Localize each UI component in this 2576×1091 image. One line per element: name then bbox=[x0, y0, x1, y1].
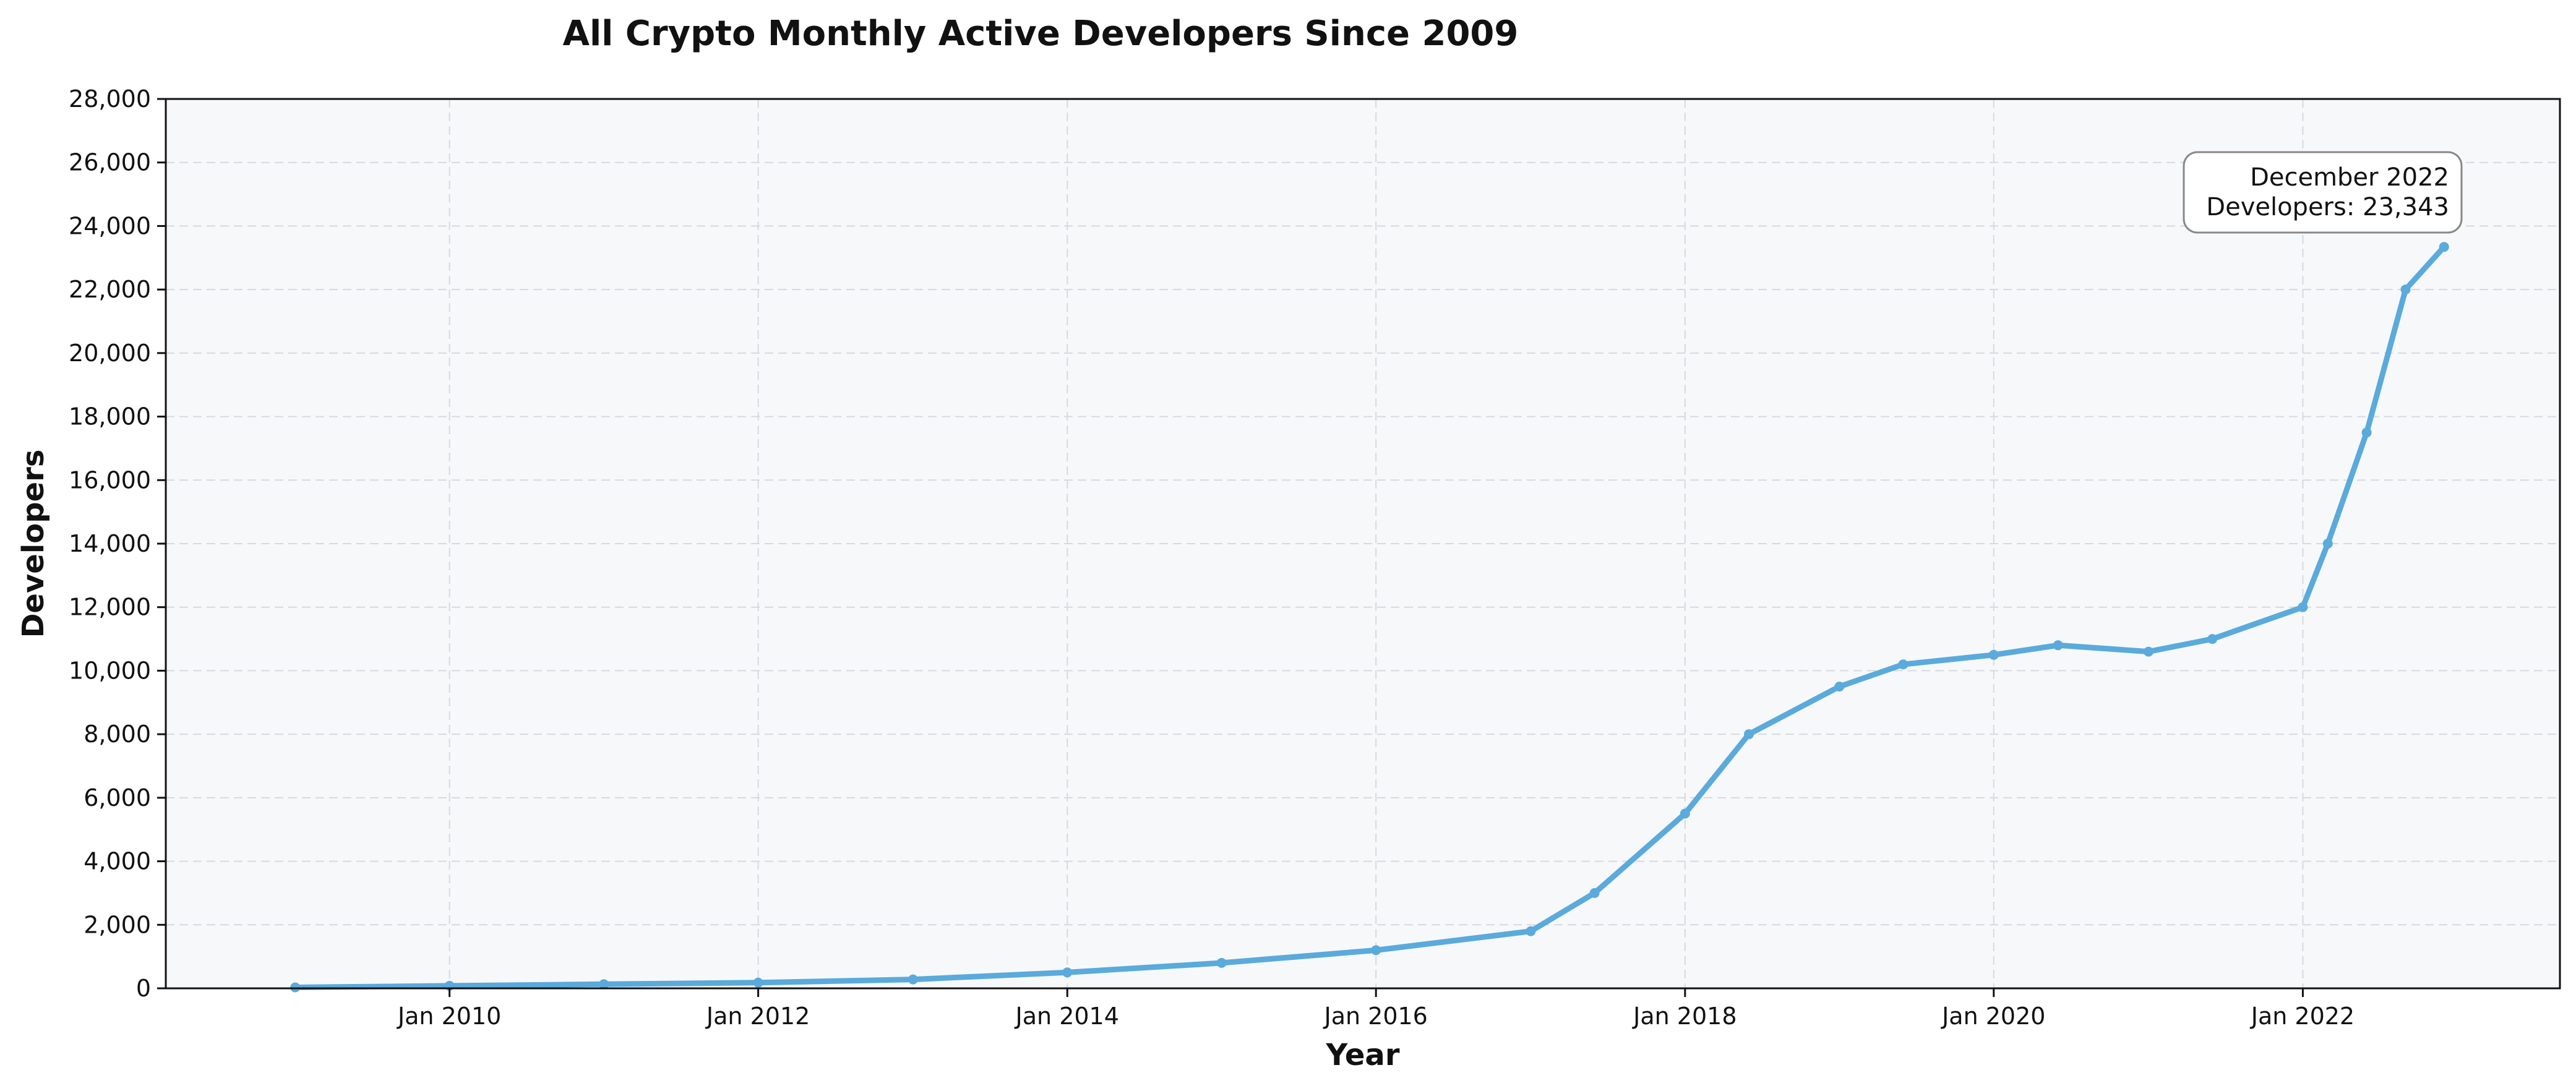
data-point bbox=[2298, 602, 2308, 612]
y-tick-label: 4,000 bbox=[84, 848, 151, 875]
data-point bbox=[599, 979, 609, 990]
y-tick-label: 18,000 bbox=[69, 403, 151, 430]
data-point bbox=[2361, 427, 2372, 438]
x-tick-label: Jan 2016 bbox=[1323, 1003, 1428, 1030]
chart-title: All Crypto Monthly Active Developers Sin… bbox=[563, 14, 1519, 54]
data-point bbox=[1834, 682, 1845, 692]
annotation-box bbox=[2183, 151, 2463, 234]
y-tick-label: 6,000 bbox=[84, 784, 151, 811]
data-point bbox=[753, 977, 763, 988]
x-tick-label: Jan 2018 bbox=[1632, 1003, 1737, 1030]
data-point bbox=[908, 974, 918, 985]
x-tick-label: Jan 2020 bbox=[1941, 1003, 2045, 1030]
data-point bbox=[1589, 888, 1600, 898]
data-point bbox=[2207, 634, 2218, 644]
x-tick-label: Jan 2022 bbox=[2250, 1003, 2355, 1030]
y-tick-label: 0 bbox=[136, 975, 151, 1002]
x-axis-label: Year bbox=[1326, 1038, 1400, 1072]
y-tick-label: 24,000 bbox=[69, 212, 151, 239]
grid bbox=[166, 99, 2560, 988]
y-tick-label: 16,000 bbox=[69, 466, 151, 494]
data-point bbox=[1216, 957, 1227, 968]
series-layer bbox=[290, 242, 2449, 993]
data-point bbox=[1526, 926, 1536, 936]
data-point bbox=[1371, 945, 1381, 956]
y-tick-label: 22,000 bbox=[69, 276, 151, 303]
y-axis: 0 2,000 4,000 6,000 8,000 10,000 12,000 14,000 1… bbox=[69, 85, 166, 1002]
y-tick-label: 20,000 bbox=[69, 340, 151, 367]
annotation-line-1: December 2022 bbox=[2250, 163, 2449, 192]
y-tick-label: 2,000 bbox=[84, 911, 151, 938]
data-point bbox=[2322, 539, 2333, 549]
data-point bbox=[1062, 967, 1073, 978]
data-point bbox=[2400, 285, 2411, 295]
x-axis: Jan 2010 Jan 2012 Jan 2014 Jan 2016 Jan 2018… bbox=[397, 988, 2355, 1030]
data-point bbox=[2144, 646, 2153, 657]
annotation-line-2: Developers: 23,343 bbox=[2206, 193, 2449, 221]
y-tick-label: 10,000 bbox=[69, 657, 151, 684]
annotation: December 2022 Developers: 23,343 bbox=[2183, 151, 2463, 234]
y-tick-label: 12,000 bbox=[69, 594, 151, 621]
y-tick-label: 26,000 bbox=[69, 149, 151, 176]
data-point bbox=[1988, 649, 1999, 660]
data-point bbox=[1744, 729, 1754, 740]
data-point bbox=[1898, 659, 1908, 670]
data-point bbox=[1680, 808, 1690, 819]
x-tick-label: Jan 2010 bbox=[397, 1003, 501, 1030]
y-tick-label: 28,000 bbox=[69, 85, 151, 113]
y-axis-label: Developers bbox=[16, 450, 51, 638]
y-tick-label: 8,000 bbox=[84, 721, 151, 748]
x-tick-label: Jan 2012 bbox=[705, 1003, 810, 1030]
data-point bbox=[2439, 242, 2449, 252]
x-tick-label: Jan 2014 bbox=[1015, 1003, 1119, 1030]
y-tick-label: 14,000 bbox=[69, 530, 151, 557]
data-point bbox=[2053, 640, 2063, 651]
